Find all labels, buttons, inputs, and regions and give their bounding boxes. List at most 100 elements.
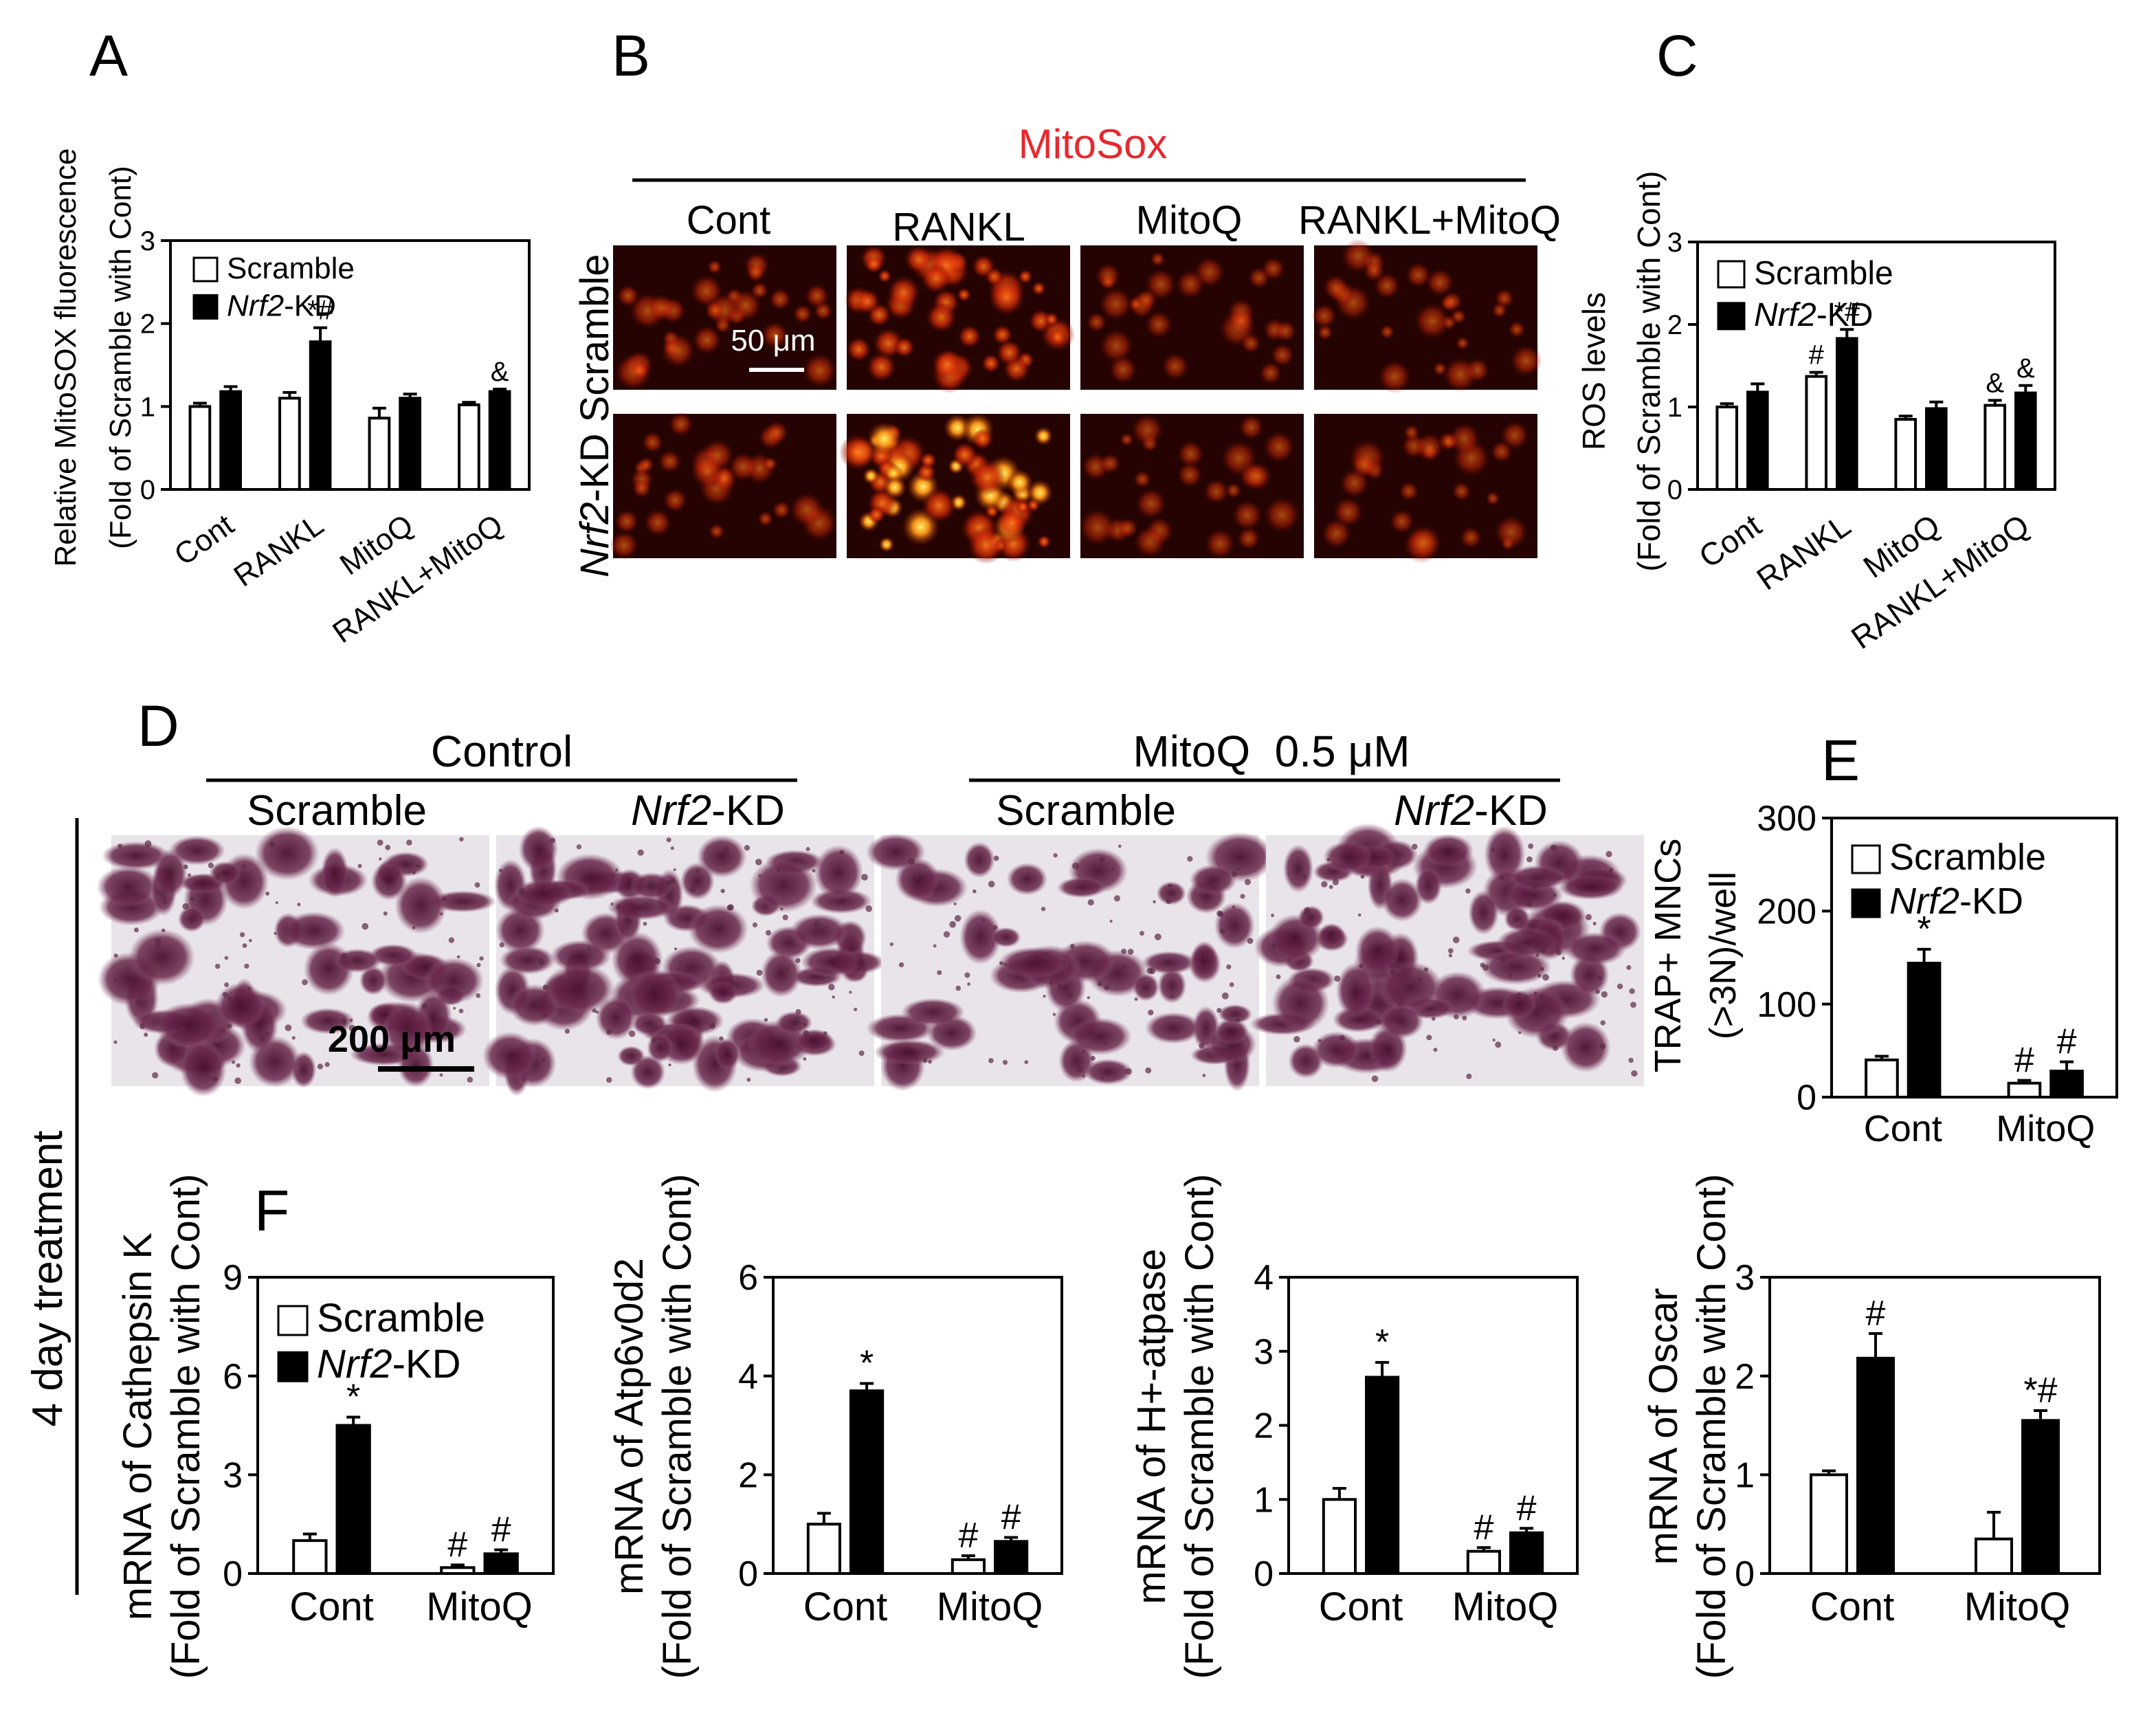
y-tick-label: 3	[140, 226, 155, 256]
bar	[188, 405, 212, 491]
panel-D-group-mitoq: MitoQ 0.5 μM	[1133, 727, 1410, 776]
bar	[951, 1558, 986, 1576]
y-tick-label: 3	[1667, 228, 1682, 258]
y-tick-label: 1	[1667, 393, 1682, 423]
panel-letter-A: A	[89, 23, 128, 88]
y-tick-label: 9	[223, 1258, 243, 1298]
x-tick-label: MitoQ	[937, 1585, 1043, 1629]
y-axis-label: mRNA of H+-atpase	[1129, 1248, 1174, 1604]
significance-mark: *#	[307, 296, 334, 326]
legend-label-nrf2: Nrf2-KD	[1754, 297, 1873, 333]
y-axis-label-line2: (Fold of Scramble with Cont)	[1177, 1174, 1222, 1679]
significance-mark: *#	[2023, 1371, 2057, 1411]
y-tick-label: 4	[738, 1357, 758, 1397]
bar	[1365, 1376, 1400, 1576]
y-axis-label: Relative MitoSOX fluorescence	[49, 148, 82, 567]
x-tick-label: MitoQ	[1996, 1108, 2095, 1149]
legend-swatch-scramble	[277, 1305, 309, 1336]
fluorescence-image-grid	[609, 239, 1542, 564]
panel-D-col-nrf2-2: Nrf2-KD	[1394, 787, 1548, 835]
y-tick-label: 3	[1735, 1258, 1755, 1298]
bar	[1715, 406, 1738, 491]
bar	[2021, 1419, 2060, 1575]
panel-D-col-nrf2-1: Nrf2-KD	[631, 787, 785, 835]
significance-mark: *	[860, 1343, 874, 1383]
fluorescence-image	[1314, 414, 1537, 564]
legend-swatch-nrf2	[1851, 888, 1881, 918]
panel-letter-E: E	[1821, 728, 1860, 793]
bar	[278, 397, 301, 491]
significance-mark: *	[1375, 1323, 1389, 1362]
bar	[368, 417, 391, 492]
significance-mark: #	[491, 1510, 511, 1550]
y-tick-label: 2	[1254, 1406, 1274, 1446]
bar	[1907, 962, 1942, 1099]
y-tick-label: 1	[140, 392, 155, 422]
fluorescence-image	[1080, 245, 1304, 390]
significance-mark: *	[346, 1378, 360, 1417]
x-tick-label: RANKL	[227, 508, 329, 593]
panel-B-header: MitoSox	[1019, 121, 1168, 167]
plot-frame	[1768, 1276, 2101, 1575]
y-tick-label: 2	[1667, 310, 1682, 340]
legend-swatch-nrf2	[192, 294, 219, 320]
significance-mark: &	[1986, 368, 2004, 398]
bar	[2007, 1081, 2042, 1099]
y-tick-label: 2	[738, 1456, 758, 1496]
trap-stain-image	[865, 832, 1275, 1092]
x-tick-label: Cont	[803, 1585, 888, 1629]
legend-swatch-scramble	[192, 256, 219, 283]
trap-image-grid	[96, 823, 1644, 1097]
fluorescence-image	[613, 245, 838, 391]
y-axis-label-line2: (>3N)/well	[1702, 872, 1744, 1040]
bar	[488, 390, 511, 492]
x-tick-label: MitoQ	[1964, 1585, 2071, 1629]
legend-label-nrf2: Nrf2-KD	[317, 1342, 460, 1387]
bar	[1509, 1531, 1544, 1576]
panel-D-group-control: Control	[431, 727, 573, 776]
bar	[1836, 337, 1858, 491]
trap-stain-image	[1249, 823, 1644, 1086]
y-tick-label: 0	[1797, 1078, 1816, 1118]
bar	[399, 397, 421, 491]
panel-D-col-scramble-1: Scramble	[247, 787, 427, 835]
significance-mark: *	[1917, 909, 1931, 949]
bar	[994, 1540, 1029, 1576]
panel-B-row-label: Nrf2-KD Scramble	[573, 254, 617, 577]
panel-D-col-scramble-2: Scramble	[996, 787, 1176, 835]
legend-label-scramble: Scramble	[1889, 837, 2046, 878]
bar	[1975, 1537, 2013, 1575]
x-tick-label: Cont	[168, 508, 240, 572]
bar	[1865, 1058, 1899, 1099]
x-tick-label: Cont	[1864, 1108, 1942, 1149]
y-tick-label: 100	[1757, 985, 1816, 1025]
chart-F2: 0 2 4 6 Cont MitoQ * # # mRNA of Atp6v0d2 (Fold of…	[607, 1174, 1063, 1679]
legend-swatch-scramble	[1851, 844, 1881, 874]
y-tick-label: 0	[1254, 1554, 1274, 1594]
bar	[292, 1539, 328, 1575]
y-axis-label-line2: (Fold of Scramble with Cont)	[104, 166, 137, 549]
y-tick-label: 1	[1735, 1456, 1755, 1496]
significance-mark: #	[1809, 340, 1825, 371]
fluorescence-image	[844, 245, 1075, 394]
bar	[806, 1523, 842, 1576]
legend-label-nrf2: Nrf2-KD	[1889, 881, 2023, 922]
y-axis-label: mRNA of Oscar	[1641, 1288, 1686, 1565]
y-tick-label: 3	[223, 1456, 243, 1496]
fluorescence-image	[609, 411, 838, 560]
significance-mark: #	[1517, 1488, 1537, 1528]
x-tick-label: Cont	[289, 1585, 374, 1629]
y-tick-label: 6	[223, 1357, 243, 1397]
bar	[2049, 1070, 2084, 1099]
bar	[1466, 1549, 1502, 1576]
y-tick-label: 3	[1254, 1332, 1274, 1372]
panel-letter-D: D	[137, 694, 179, 758]
y-tick-label: 0	[1667, 475, 1682, 505]
